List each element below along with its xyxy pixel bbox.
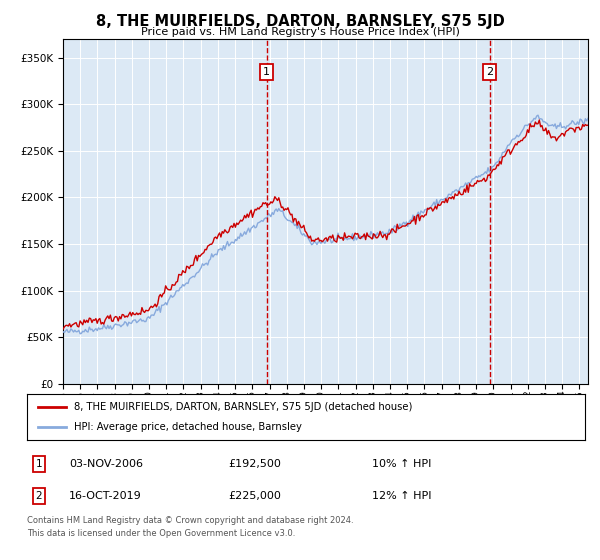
Text: 03-NOV-2006: 03-NOV-2006 (69, 459, 143, 469)
Text: £225,000: £225,000 (228, 491, 281, 501)
Text: This data is licensed under the Open Government Licence v3.0.: This data is licensed under the Open Gov… (27, 529, 295, 538)
Text: 12% ↑ HPI: 12% ↑ HPI (372, 491, 431, 501)
Text: 2: 2 (35, 491, 43, 501)
Text: Contains HM Land Registry data © Crown copyright and database right 2024.: Contains HM Land Registry data © Crown c… (27, 516, 353, 525)
Text: 8, THE MUIRFIELDS, DARTON, BARNSLEY, S75 5JD (detached house): 8, THE MUIRFIELDS, DARTON, BARNSLEY, S75… (74, 402, 413, 412)
Text: 2: 2 (486, 67, 493, 77)
Text: HPI: Average price, detached house, Barnsley: HPI: Average price, detached house, Barn… (74, 422, 302, 432)
Text: £192,500: £192,500 (228, 459, 281, 469)
Text: 8, THE MUIRFIELDS, DARTON, BARNSLEY, S75 5JD: 8, THE MUIRFIELDS, DARTON, BARNSLEY, S75… (95, 14, 505, 29)
Text: Price paid vs. HM Land Registry's House Price Index (HPI): Price paid vs. HM Land Registry's House … (140, 27, 460, 37)
Text: 1: 1 (35, 459, 43, 469)
Text: 10% ↑ HPI: 10% ↑ HPI (372, 459, 431, 469)
Text: 1: 1 (263, 67, 271, 77)
Text: 16-OCT-2019: 16-OCT-2019 (69, 491, 142, 501)
